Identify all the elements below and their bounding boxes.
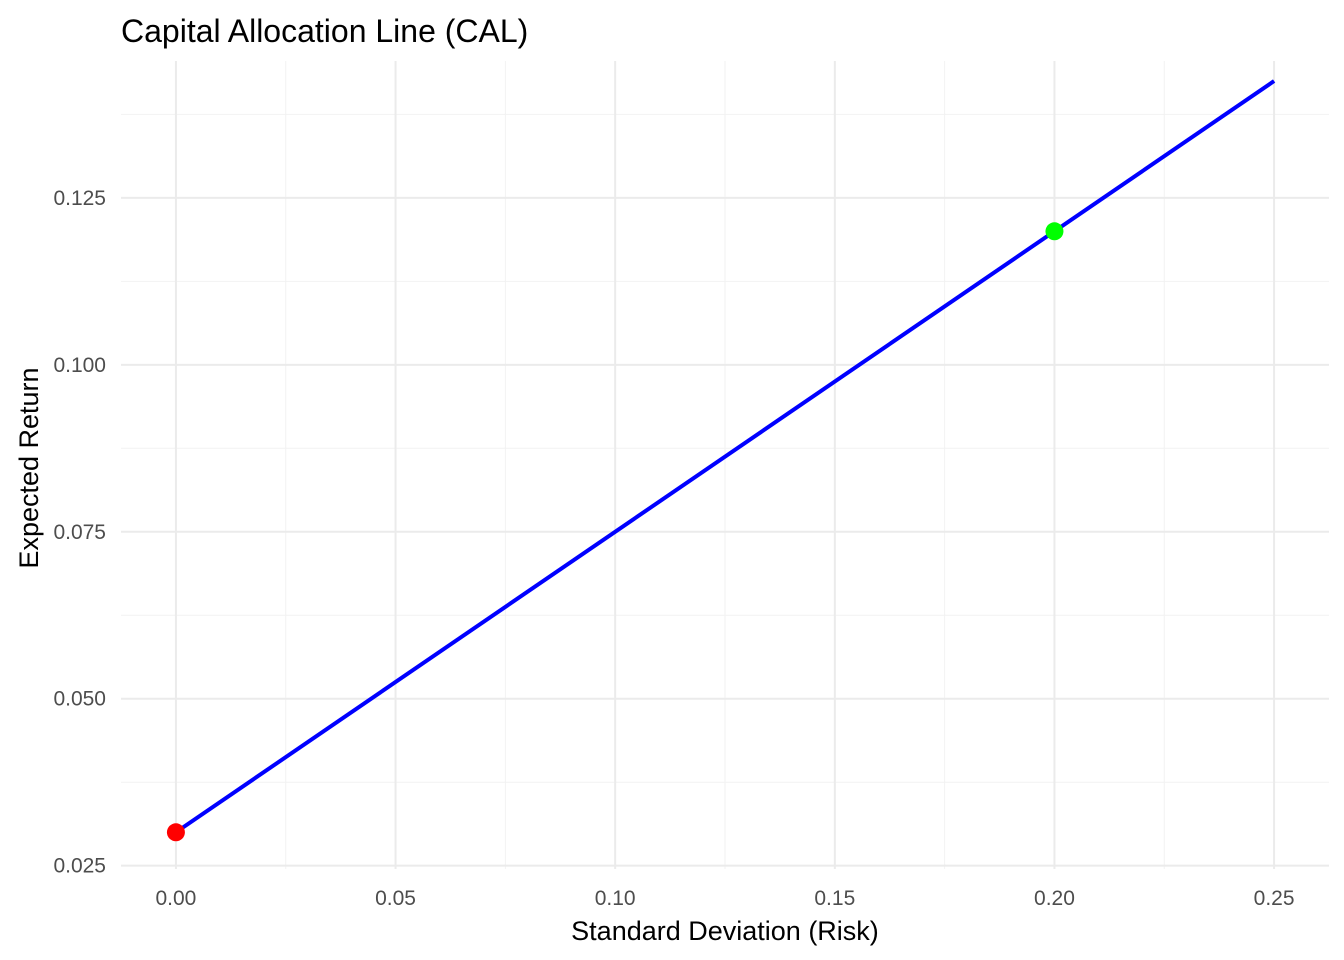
x-tick-labels: 0.00 0.05 0.10 0.15 0.20 0.25 <box>155 887 1294 910</box>
x-tick-label: 0.20 <box>1034 887 1075 910</box>
x-tick-label: 0.05 <box>375 887 416 910</box>
x-tick-label: 0.25 <box>1254 887 1295 910</box>
y-tick-labels: 0.025 0.050 0.075 0.100 0.125 <box>53 187 106 878</box>
x-axis-title: Standard Deviation (Risk) <box>571 916 879 946</box>
series-layer <box>174 79 1276 834</box>
y-tick-label: 0.100 <box>53 354 106 377</box>
minor-gridlines <box>121 61 1329 869</box>
cal-line <box>174 79 1276 834</box>
chart-title: Capital Allocation Line (CAL) <box>121 13 528 49</box>
points-layer <box>166 222 1064 842</box>
major-gridlines <box>121 61 1329 869</box>
risk-free-asset-point <box>166 823 185 842</box>
y-tick-label: 0.025 <box>53 855 106 878</box>
y-tick-label: 0.075 <box>53 521 106 544</box>
risky-portfolio-point <box>1045 222 1064 241</box>
x-tick-label: 0.00 <box>155 887 196 910</box>
x-tick-label: 0.15 <box>814 887 855 910</box>
x-tick-label: 0.10 <box>595 887 636 910</box>
y-tick-label: 0.125 <box>53 187 106 210</box>
y-axis-title: Expected Return <box>14 367 44 568</box>
y-tick-label: 0.050 <box>53 688 106 711</box>
